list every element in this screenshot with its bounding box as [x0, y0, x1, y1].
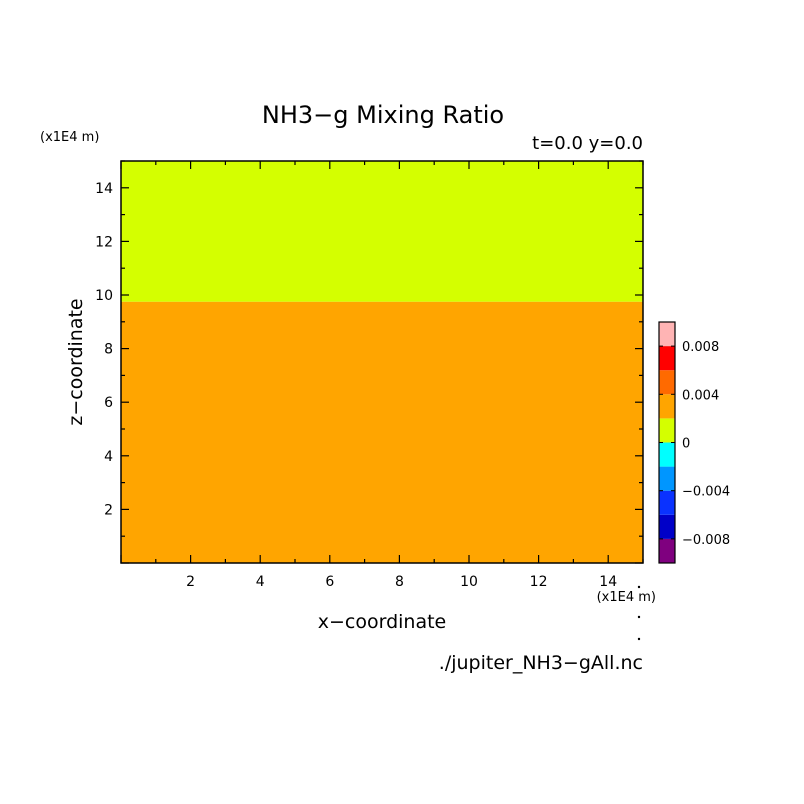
colorbar-swatch: [659, 346, 675, 371]
x-axis-label: x−coordinate: [318, 611, 447, 633]
y-tick-label: 6: [104, 395, 113, 411]
y-tick-label: 8: [104, 342, 113, 358]
heatmap-region: [121, 301, 643, 563]
y-axis-label: z−coordinate: [65, 298, 87, 425]
x-tick-label: 2: [186, 574, 195, 590]
colorbar-swatch: [659, 394, 675, 419]
colorbar-tick-label: 0.004: [682, 388, 719, 403]
x-tick-label: 14: [599, 574, 617, 590]
dot-mark: [637, 585, 641, 589]
x-tick-label: 8: [395, 574, 404, 590]
dot-mark: [637, 615, 641, 619]
colorbar-tick-label: 0.008: [682, 340, 719, 355]
colorbar-tick-label: −0.008: [682, 533, 730, 548]
colorbar-swatch: [659, 442, 675, 467]
dot-mark: [637, 637, 641, 641]
plot-frame: [120, 160, 644, 564]
colorbar-swatch: [659, 538, 675, 563]
x-tick-label: 4: [256, 574, 265, 590]
colorbar-swatch: [659, 514, 675, 539]
colorbar-tick-label: 0: [682, 437, 690, 452]
y-tick-label: 2: [104, 502, 113, 518]
chart-subtitle: t=0.0 y=0.0: [532, 133, 643, 154]
y-tick-label: 10: [95, 288, 113, 304]
source-file-label: ./jupiter_NH3−gAll.nc: [439, 652, 643, 674]
colorbar-tick-label: −0.004: [682, 485, 730, 500]
x-tick-label: 6: [325, 574, 334, 590]
y-unit-label: (x1E4 m): [40, 130, 99, 145]
y-tick-label: 14: [95, 181, 113, 197]
x-unit-label: (x1E4 m): [597, 590, 656, 605]
colorbar-swatch: [659, 370, 675, 395]
colorbar-swatch: [659, 466, 675, 491]
y-tick-label: 4: [104, 449, 113, 465]
colorbar-swatch: [659, 322, 675, 347]
x-tick-label: 10: [460, 574, 478, 590]
x-tick-label: 12: [530, 574, 548, 590]
y-tick-label: 12: [95, 234, 113, 250]
colorbar-swatch: [659, 418, 675, 443]
colorbar-swatch: [659, 490, 675, 515]
chart-title: NH3−g Mixing Ratio: [262, 101, 504, 129]
heatmap-region: [121, 161, 643, 302]
